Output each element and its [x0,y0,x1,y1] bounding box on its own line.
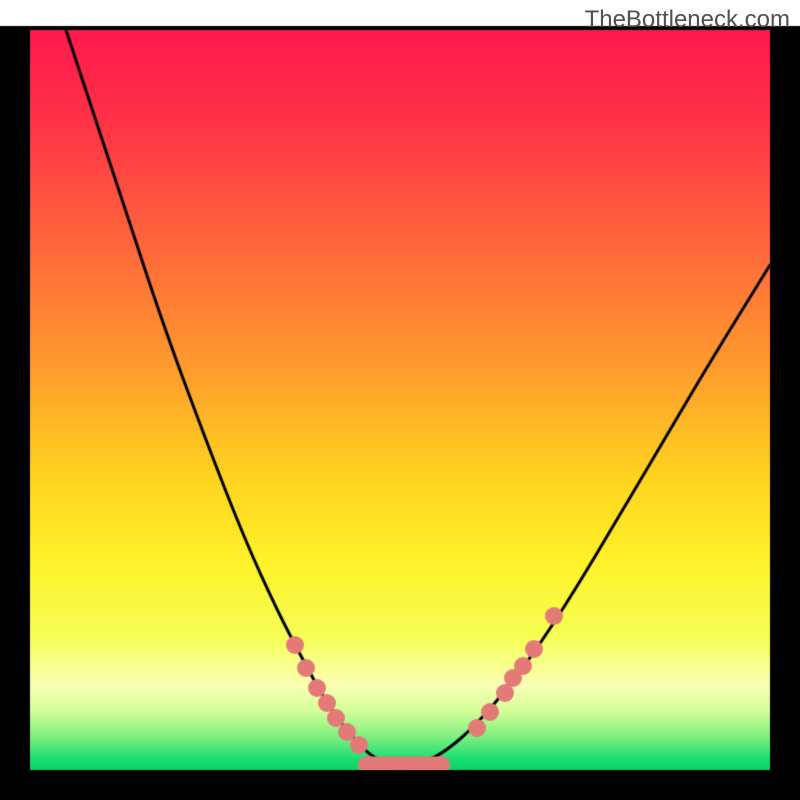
watermark-text: TheBottleneck.com [585,6,790,34]
marker-layer [0,0,800,800]
chart-stage: TheBottleneck.com [0,0,800,800]
